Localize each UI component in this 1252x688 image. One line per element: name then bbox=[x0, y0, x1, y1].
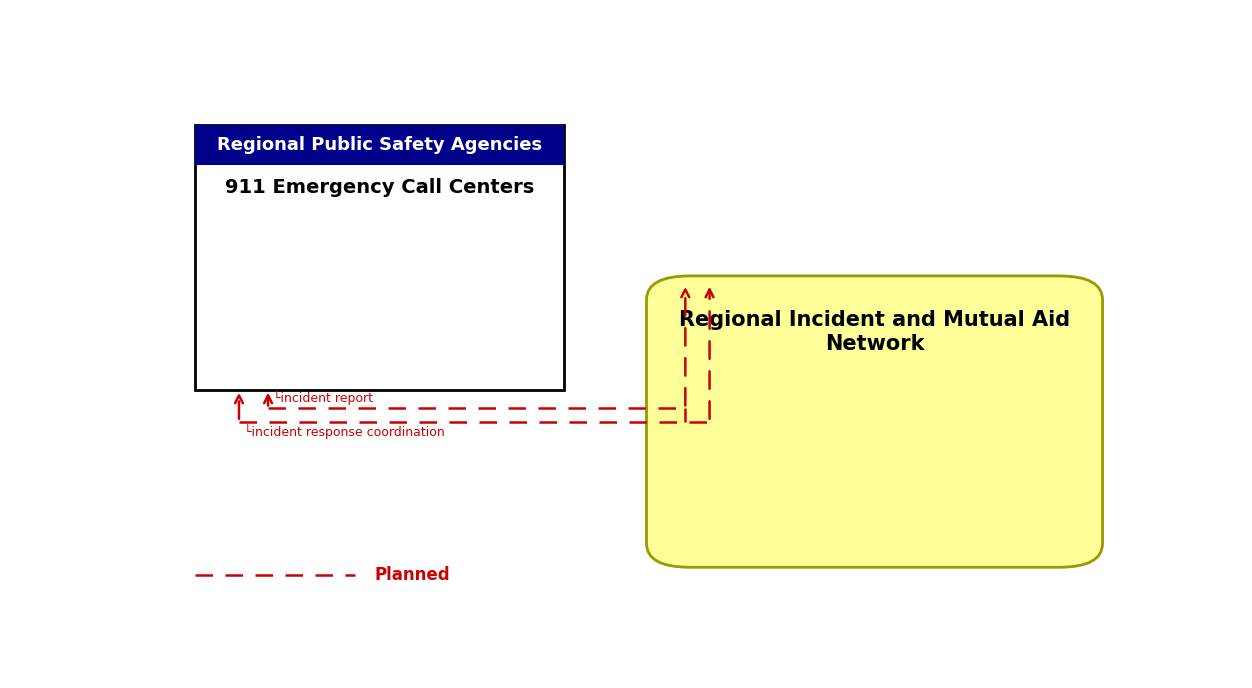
FancyBboxPatch shape bbox=[195, 125, 563, 390]
Text: Regional Public Safety Agencies: Regional Public Safety Agencies bbox=[217, 136, 542, 154]
Text: 911 Emergency Call Centers: 911 Emergency Call Centers bbox=[225, 178, 535, 197]
Text: Regional Incident and Mutual Aid
Network: Regional Incident and Mutual Aid Network bbox=[679, 310, 1070, 354]
Text: └incident response coordination: └incident response coordination bbox=[244, 424, 444, 440]
FancyBboxPatch shape bbox=[646, 276, 1103, 568]
Text: Planned: Planned bbox=[374, 566, 451, 584]
FancyBboxPatch shape bbox=[195, 125, 563, 164]
Text: └incident report: └incident report bbox=[273, 390, 373, 405]
